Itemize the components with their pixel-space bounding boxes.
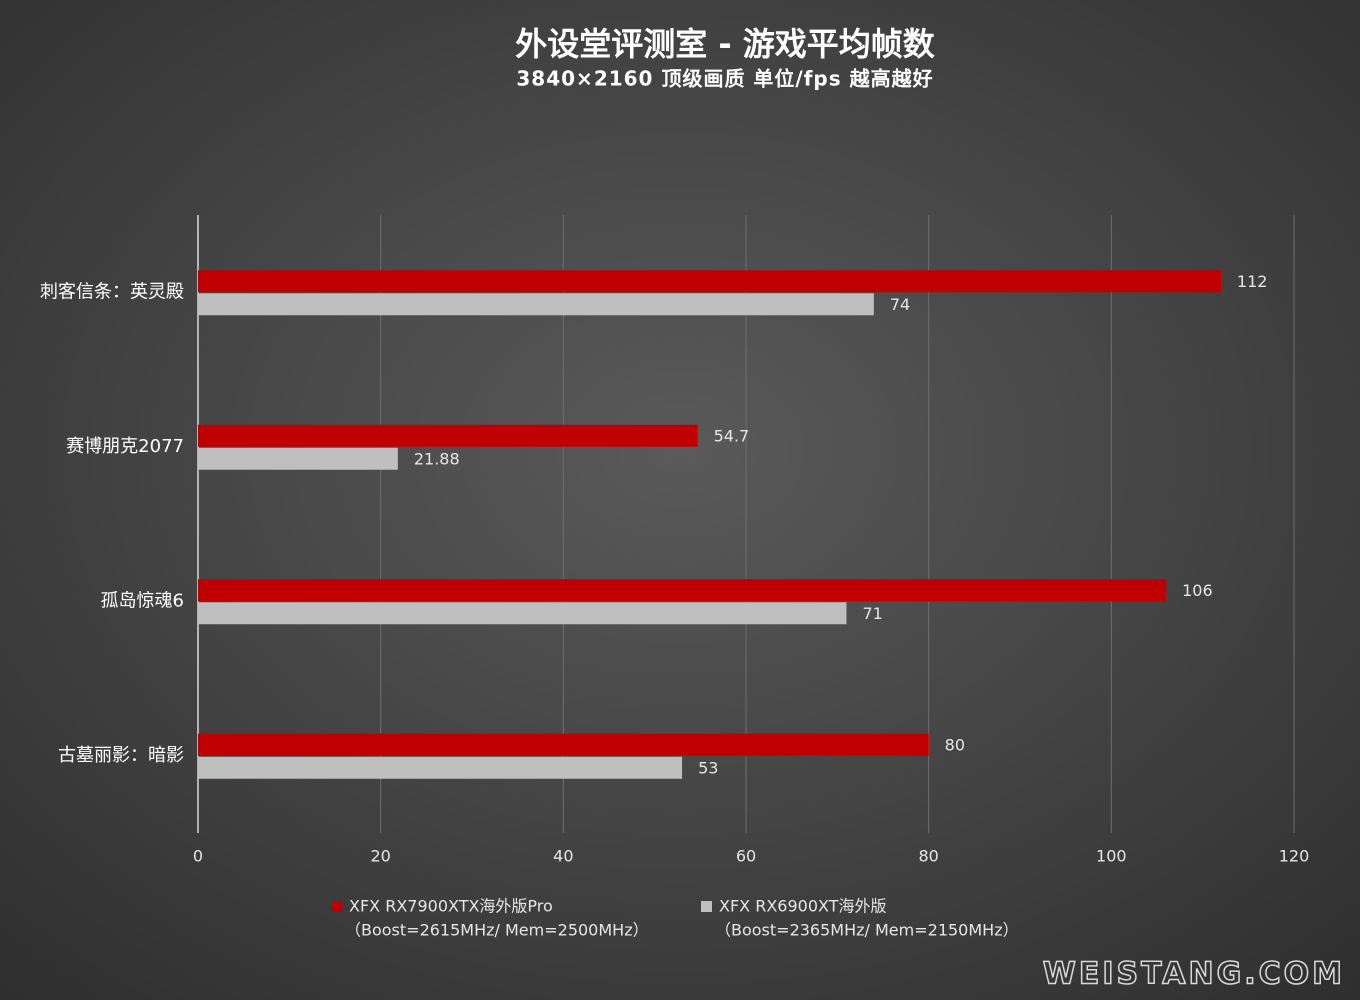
legend-swatch xyxy=(331,901,342,912)
bar xyxy=(198,447,398,470)
value-label: 71 xyxy=(862,604,882,623)
value-label: 53 xyxy=(698,758,718,777)
value-label: 74 xyxy=(890,295,910,314)
x-tick-label: 100 xyxy=(1096,847,1127,866)
bar xyxy=(198,424,698,447)
legend-swatch xyxy=(701,901,712,912)
value-label: 112 xyxy=(1237,272,1268,291)
legend-note: （Boost=2615MHz/ Mem=2500MHz） xyxy=(345,921,649,940)
bar xyxy=(198,602,847,625)
value-label: 106 xyxy=(1182,581,1213,600)
bar xyxy=(198,756,683,779)
x-tick-label: 20 xyxy=(370,847,390,866)
bar xyxy=(198,293,874,316)
value-label: 21.88 xyxy=(414,449,460,468)
bar xyxy=(198,270,1221,293)
x-tick-label: 120 xyxy=(1279,847,1310,866)
legend-note: （Boost=2365MHz/ Mem=2150MHz） xyxy=(715,921,1019,940)
legend-label: XFX RX7900XTX海外版Pro xyxy=(349,897,553,916)
legend-label: XFX RX6900XT海外版 xyxy=(719,897,886,916)
y-tick-label: 古墓丽影：暗影 xyxy=(58,745,184,766)
value-label: 54.7 xyxy=(714,426,750,445)
y-tick-label: 赛博朋克2077 xyxy=(66,436,184,457)
x-tick-label: 40 xyxy=(553,847,573,866)
x-tick-label: 80 xyxy=(918,847,938,866)
chart-subtitle: 3840×2160 顶级画质 单位/fps 越高越好 xyxy=(516,67,933,91)
y-tick-label: 刺客信条：英灵殿 xyxy=(40,281,184,302)
y-tick-label: 孤岛惊魂6 xyxy=(101,590,184,611)
x-tick-label: 0 xyxy=(193,847,203,866)
chart-title: 外设堂评测室 - 游戏平均帧数 xyxy=(515,25,936,63)
bar xyxy=(198,579,1167,602)
x-tick-label: 60 xyxy=(736,847,756,866)
watermark: WEISTANG.COM xyxy=(1043,957,1345,992)
bar xyxy=(198,733,929,756)
value-label: 80 xyxy=(945,735,965,754)
